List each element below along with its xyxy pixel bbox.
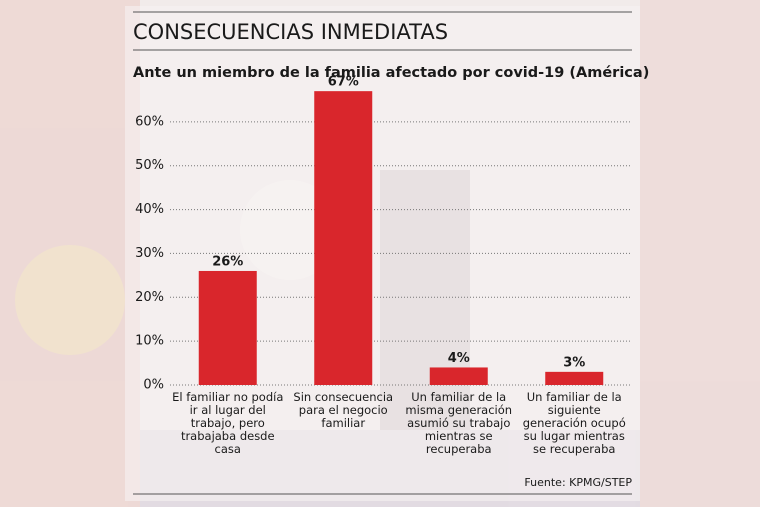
y-tick-label: 10%: [135, 334, 164, 349]
y-tick-label: 60%: [135, 114, 164, 129]
y-tick-label: 20%: [135, 290, 164, 305]
x-tick-label: El familiar no podía ir al lugar del tra…: [172, 390, 284, 456]
bar: [545, 371, 604, 385]
x-tick-label: Un familiar de la misma generación asumi…: [405, 390, 513, 456]
source: Fuente: KPMG/STEP: [524, 476, 632, 489]
value-label: 67%: [328, 75, 359, 90]
y-tick-label: 0%: [143, 378, 164, 393]
value-label: 4%: [448, 351, 470, 366]
bar: [429, 367, 488, 385]
y-tick-label: 30%: [135, 246, 164, 261]
bar: [314, 91, 373, 386]
chart-title: CONSECUENCIAS INMEDIATAS: [133, 20, 448, 44]
value-label: 3%: [563, 355, 585, 370]
x-tick-label: Sin consecuencia para el negocio familia…: [293, 390, 394, 430]
bar: [198, 270, 257, 385]
x-tick-label: Un familiar de la siguiente generación o…: [522, 390, 626, 456]
y-tick-label: 50%: [135, 158, 164, 173]
y-tick-label: 40%: [135, 202, 164, 217]
chart-subtitle: Ante un miembro de la familia afectado p…: [133, 65, 649, 81]
value-label: 26%: [212, 254, 243, 269]
